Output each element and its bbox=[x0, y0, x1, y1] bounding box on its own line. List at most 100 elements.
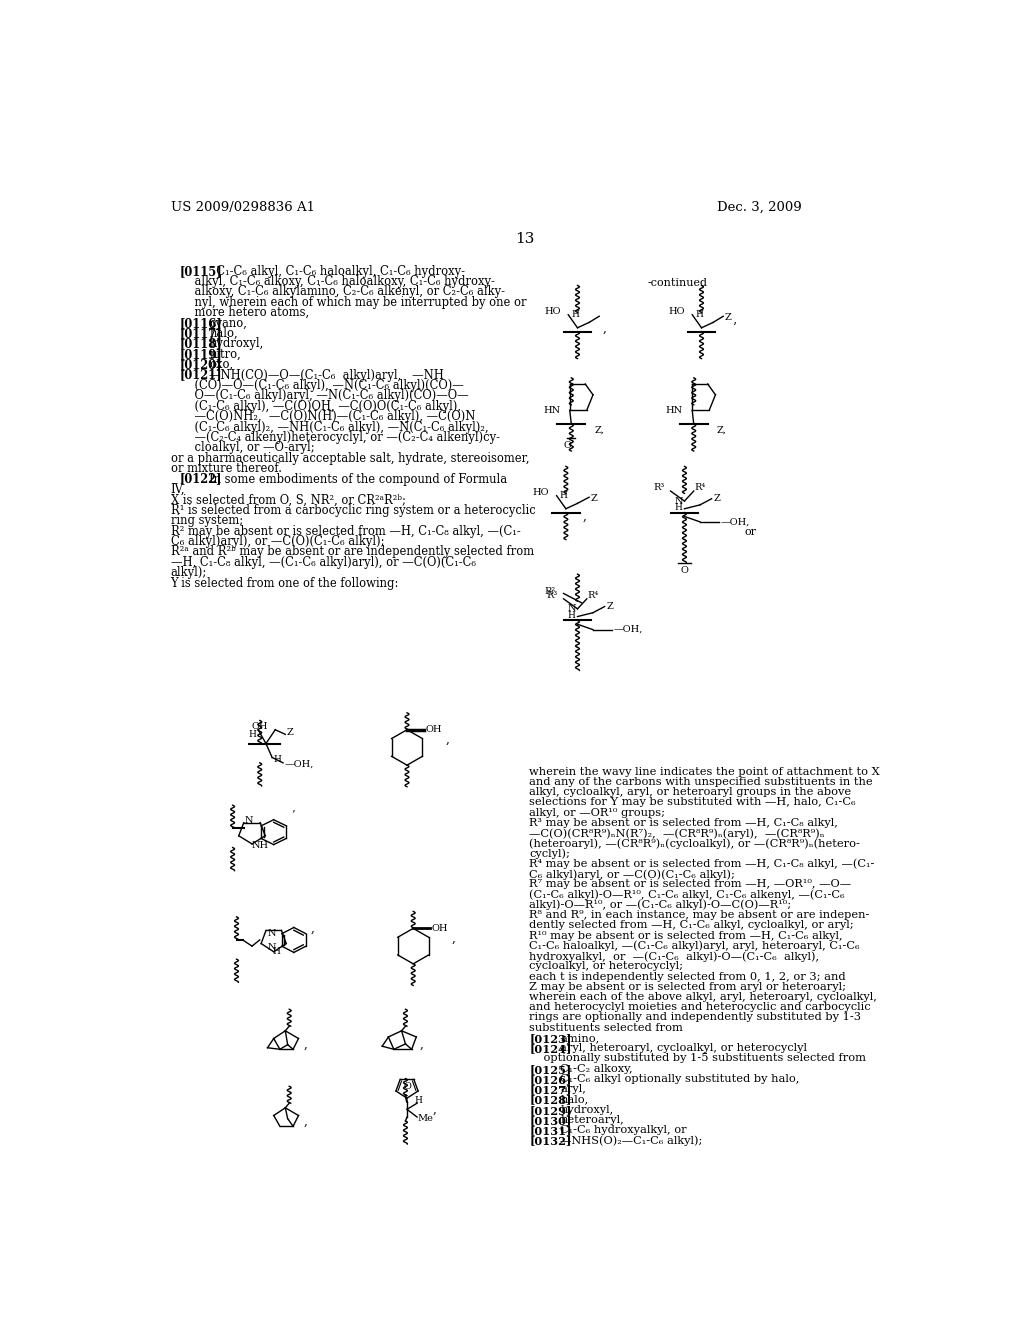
Text: cloalkyl, or —O-aryl;: cloalkyl, or —O-aryl; bbox=[180, 441, 314, 454]
Text: rings are optionally and independently substituted by 1-3: rings are optionally and independently s… bbox=[529, 1012, 861, 1023]
Text: N: N bbox=[567, 605, 575, 614]
Text: Z: Z bbox=[591, 494, 598, 503]
Text: (CO)—O—(C₁-C₆ alkyl), —N(C₁-C₆ alkyl)(CO)—: (CO)—O—(C₁-C₆ alkyl), —N(C₁-C₆ alkyl)(CO… bbox=[180, 379, 464, 392]
Text: [0118]: [0118] bbox=[180, 338, 222, 350]
Text: H: H bbox=[560, 491, 567, 500]
Text: H: H bbox=[415, 1096, 423, 1105]
Text: Z may be absent or is selected from aryl or heteroaryl;: Z may be absent or is selected from aryl… bbox=[529, 982, 847, 991]
Text: H: H bbox=[272, 946, 280, 956]
Text: aryl, heteroaryl, cycloalkyl, or heterocyclyl: aryl, heteroaryl, cycloalkyl, or heteroc… bbox=[560, 1043, 808, 1053]
Text: N: N bbox=[675, 496, 683, 506]
Text: HN: HN bbox=[666, 405, 683, 414]
Text: [0122]: [0122] bbox=[180, 473, 222, 486]
Text: optionally substituted by 1-5 substituents selected from: optionally substituted by 1-5 substituen… bbox=[529, 1053, 866, 1064]
Text: [0125]: [0125] bbox=[529, 1064, 571, 1074]
Text: R⁴ may be absent or is selected from —H, C₁-C₈ alkyl, —(C₁-: R⁴ may be absent or is selected from —H,… bbox=[529, 859, 874, 870]
Text: or a pharmaceutically acceptable salt, hydrate, stereoisomer,: or a pharmaceutically acceptable salt, h… bbox=[171, 451, 529, 465]
Text: O: O bbox=[563, 441, 571, 450]
Text: R² may be absent or is selected from —H, C₁-C₈ alkyl, —(C₁-: R² may be absent or is selected from —H,… bbox=[171, 524, 520, 537]
Text: [0132]: [0132] bbox=[529, 1135, 571, 1146]
Text: OH: OH bbox=[252, 722, 268, 731]
Text: C₆ alkyl)aryl, or —C(O)(C₁-C₆ alkyl);: C₆ alkyl)aryl, or —C(O)(C₁-C₆ alkyl); bbox=[529, 869, 735, 879]
Text: nyl, wherein each of which may be interrupted by one or: nyl, wherein each of which may be interr… bbox=[180, 296, 526, 309]
Text: ,: , bbox=[303, 1114, 307, 1127]
Text: [0117]: [0117] bbox=[180, 327, 222, 341]
Text: dently selected from —H, C₁-C₆ alkyl, cycloalkyl, or aryl;: dently selected from —H, C₁-C₆ alkyl, cy… bbox=[529, 920, 854, 931]
Text: [0130]: [0130] bbox=[529, 1115, 571, 1126]
Text: Dec. 3, 2009: Dec. 3, 2009 bbox=[717, 201, 802, 214]
Text: —NH(CO)—O—(C₁-C₆  alkyl)aryl,   —NH: —NH(CO)—O—(C₁-C₆ alkyl)aryl, —NH bbox=[209, 368, 444, 381]
Text: —(C₂-C₄ alkenyl)heterocyclyl, or —(C₂-C₄ alkenyl)cy-: —(C₂-C₄ alkenyl)heterocyclyl, or —(C₂-C₄… bbox=[180, 430, 500, 444]
Text: C₁-C₆ alkyl, C₁-C₆ haloalkyl, C₁-C₆ hydroxy-: C₁-C₆ alkyl, C₁-C₆ haloalkyl, C₁-C₆ hydr… bbox=[209, 264, 465, 277]
Text: R²: R² bbox=[545, 586, 556, 595]
Text: alkyl, or —OR¹⁰ groups;: alkyl, or —OR¹⁰ groups; bbox=[529, 808, 666, 817]
Text: HN: HN bbox=[544, 405, 560, 414]
Text: N: N bbox=[245, 816, 253, 825]
Text: OH: OH bbox=[426, 725, 442, 734]
Text: HO: HO bbox=[544, 308, 560, 315]
Text: or: or bbox=[744, 527, 757, 537]
Text: R¹⁰ may be absent or is selected from —H, C₁-C₆ alkyl,: R¹⁰ may be absent or is selected from —H… bbox=[529, 931, 843, 941]
Text: wherein the wavy line indicates the point of attachment to X: wherein the wavy line indicates the poin… bbox=[529, 767, 881, 776]
Text: hydroxyalkyl,  or  —(C₁-C₆  alkyl)-O—(C₁-C₆  alkyl),: hydroxyalkyl, or —(C₁-C₆ alkyl)-O—(C₁-C₆… bbox=[529, 950, 819, 961]
Text: C₁-C₆ hydroxyalkyl, or: C₁-C₆ hydroxyalkyl, or bbox=[560, 1125, 687, 1135]
Text: R³: R³ bbox=[654, 483, 665, 492]
Text: O—(C₁-C₆ alkyl)aryl, —N(C₁-C₆ alkyl)(CO)—O—: O—(C₁-C₆ alkyl)aryl, —N(C₁-C₆ alkyl)(CO)… bbox=[180, 389, 469, 403]
Text: HO: HO bbox=[668, 308, 684, 315]
Text: 13: 13 bbox=[515, 231, 535, 246]
Text: [0126]: [0126] bbox=[529, 1074, 571, 1085]
Text: N: N bbox=[267, 944, 276, 952]
Text: —OH,: —OH, bbox=[285, 760, 314, 768]
Text: C₁-C₆ alkyl optionally substituted by halo,: C₁-C₆ alkyl optionally substituted by ha… bbox=[560, 1074, 800, 1084]
Text: [0128]: [0128] bbox=[529, 1094, 571, 1105]
Text: ’: ’ bbox=[732, 321, 736, 334]
Text: [0120]: [0120] bbox=[180, 358, 222, 371]
Text: ,: , bbox=[432, 1102, 436, 1115]
Text: amino,: amino, bbox=[560, 1034, 600, 1043]
Text: (C₁-C₆ alkyl), —C(O)OH, —C(O)O(C₁-C₆ alkyl),: (C₁-C₆ alkyl), —C(O)OH, —C(O)O(C₁-C₆ alk… bbox=[180, 400, 461, 413]
Text: R³: R³ bbox=[547, 591, 558, 601]
Text: Z: Z bbox=[606, 602, 613, 611]
Text: —C(O)(CR⁸R⁹)ₙN(R⁷)₂,  —(CR⁸R⁹)ₙ(aryl),  —(CR⁸R⁹)ₙ: —C(O)(CR⁸R⁹)ₙN(R⁷)₂, —(CR⁸R⁹)ₙ(aryl), —(… bbox=[529, 828, 825, 838]
Text: R⁷ may be absent or is selected from —H, —OR¹⁰, —O—: R⁷ may be absent or is selected from —H,… bbox=[529, 879, 852, 890]
Text: Z,: Z, bbox=[717, 426, 727, 434]
Text: NH: NH bbox=[251, 841, 268, 850]
Text: ,: , bbox=[602, 321, 606, 334]
Text: Y is selected from one of the following:: Y is selected from one of the following: bbox=[171, 577, 399, 590]
Text: H: H bbox=[273, 755, 282, 763]
Text: —OH,: —OH, bbox=[721, 517, 751, 527]
Text: C₁-C₂ alkoxy,: C₁-C₂ alkoxy, bbox=[560, 1064, 633, 1073]
Text: selections for Y may be substituted with —H, halo, C₁-C₆: selections for Y may be substituted with… bbox=[529, 797, 856, 808]
Text: [0115]: [0115] bbox=[180, 264, 222, 277]
Text: [0124]: [0124] bbox=[529, 1043, 571, 1055]
Text: and heterocyclyl moieties and heterocyclic and carbocyclic: and heterocyclyl moieties and heterocycl… bbox=[529, 1002, 871, 1012]
Text: R³ may be absent or is selected from —H, C₁-C₈ alkyl,: R³ may be absent or is selected from —H,… bbox=[529, 818, 839, 828]
Text: more hetero atoms,: more hetero atoms, bbox=[180, 306, 309, 319]
Text: each t is independently selected from 0, 1, 2, or 3; and: each t is independently selected from 0,… bbox=[529, 972, 846, 982]
Text: [0127]: [0127] bbox=[529, 1084, 571, 1096]
Text: C₁-C₆ haloalkyl, —(C₁-C₆ alkyl)aryl, aryl, heteroaryl, C₁-C₆: C₁-C₆ haloalkyl, —(C₁-C₆ alkyl)aryl, ary… bbox=[529, 941, 860, 952]
Text: Z,: Z, bbox=[595, 426, 604, 434]
Text: cyclyl);: cyclyl); bbox=[529, 849, 570, 859]
Text: —H, C₁-C₈ alkyl, —(C₁-C₆ alkyl)aryl), or —C(O)(C₁-C₆: —H, C₁-C₈ alkyl, —(C₁-C₆ alkyl)aryl), or… bbox=[171, 556, 475, 569]
Text: HO: HO bbox=[532, 488, 549, 498]
Text: Me: Me bbox=[418, 1114, 434, 1123]
Text: alkyl, cycloalkyl, aryl, or heteroaryl groups in the above: alkyl, cycloalkyl, aryl, or heteroaryl g… bbox=[529, 787, 852, 797]
Text: Z: Z bbox=[287, 729, 294, 738]
Text: H: H bbox=[571, 310, 580, 319]
Text: C₆ alkyl)aryl), or —C(O)(C₁-C₆ alkyl);: C₆ alkyl)aryl), or —C(O)(C₁-C₆ alkyl); bbox=[171, 535, 384, 548]
Text: [0131]: [0131] bbox=[529, 1125, 572, 1137]
Text: O: O bbox=[681, 566, 688, 574]
Text: R¹ is selected from a carbocyclic ring system or a heterocyclic: R¹ is selected from a carbocyclic ring s… bbox=[171, 504, 536, 516]
Text: ,: , bbox=[420, 1038, 423, 1051]
Text: -continued: -continued bbox=[647, 277, 708, 288]
Text: cycloalkyl, or heterocyclyl;: cycloalkyl, or heterocyclyl; bbox=[529, 961, 683, 972]
Text: ring system;: ring system; bbox=[171, 515, 243, 527]
Text: —OH,: —OH, bbox=[614, 626, 643, 634]
Text: heteroaryl,: heteroaryl, bbox=[560, 1115, 625, 1125]
Text: ’: ’ bbox=[291, 809, 294, 820]
Text: [0119]: [0119] bbox=[180, 348, 222, 360]
Text: O: O bbox=[403, 1082, 411, 1090]
Text: alkyl);: alkyl); bbox=[171, 566, 207, 579]
Text: (C₁-C₆ alkyl)₂, —NH(C₁-C₆ alkyl), —N(C₁-C₆ alkyl)₂,: (C₁-C₆ alkyl)₂, —NH(C₁-C₆ alkyl), —N(C₁-… bbox=[180, 421, 488, 433]
